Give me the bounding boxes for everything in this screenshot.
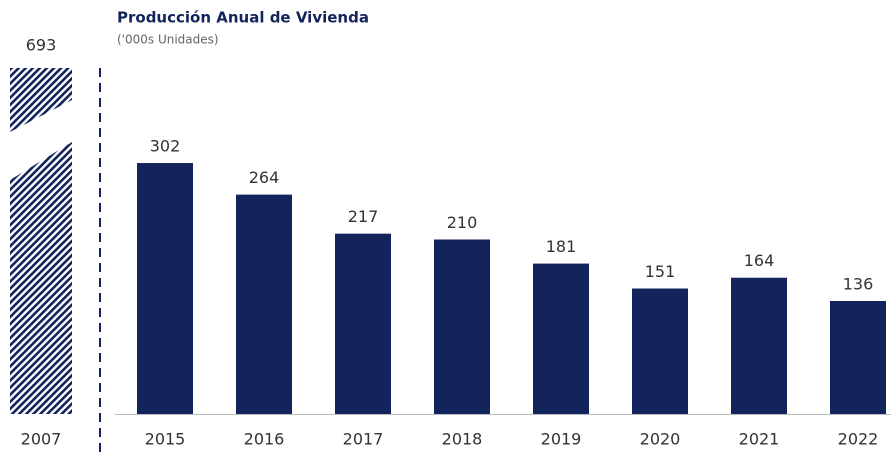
bar [434,239,490,414]
value-label: 164 [744,251,775,270]
bar [632,288,688,414]
chart-subtitle: ('000s Unidades) [117,33,219,47]
bar [137,163,193,414]
value-label: 264 [249,168,280,187]
value-label: 151 [645,262,676,281]
bar [236,194,292,414]
bar-segment [10,68,72,132]
chart-title: Producción Anual de Vivienda [117,9,369,27]
x-tick-label: 2020 [640,430,681,449]
bar-segment [10,142,72,414]
value-label: 693 [26,36,57,55]
x-tick-label: 2015 [145,430,186,449]
x-tick-label: 2017 [343,430,384,449]
value-label: 136 [843,274,874,293]
bar [731,277,787,414]
value-label: 302 [150,137,181,156]
value-label: 181 [546,237,577,256]
bar [830,300,886,414]
broken-bar [10,68,72,414]
value-label: 210 [447,213,478,232]
x-tick-label: 2018 [442,430,483,449]
x-tick-label: 2019 [541,430,582,449]
x-tick-label: 2007 [21,430,62,449]
value-label: 217 [348,207,379,226]
bar [533,263,589,414]
x-tick-label: 2016 [244,430,285,449]
bar [335,233,391,414]
x-tick-label: 2022 [838,430,879,449]
x-tick-label: 2021 [739,430,780,449]
